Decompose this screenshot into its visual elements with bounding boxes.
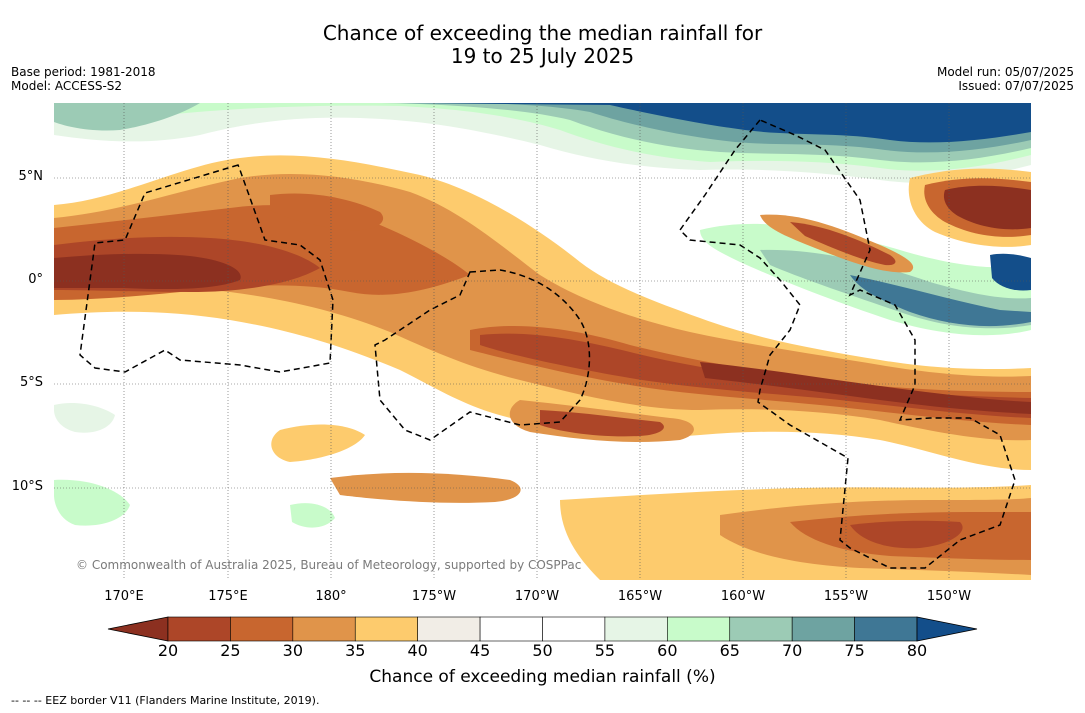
latitude-label: 5°N [18,169,44,184]
colorbar-tick-label: 20 [157,641,179,660]
colorbar-tick-label: 75 [844,641,865,660]
colorbar-segment [479,616,543,642]
eez-legend: -- -- -- EEZ border V11 (Flanders Marine… [11,694,320,707]
region-25-band-ne [790,222,896,266]
model-name-text: Model: ACCESS-S2 [11,79,123,93]
colorbar-tick-label: 80 [906,641,928,660]
colorbar-segment [354,616,418,642]
eez-border-center [374,269,591,441]
region-20-band-center [700,362,1031,414]
colorbar-segment [604,616,668,642]
latitude-label: 0° [28,272,43,287]
model-run-text: Model run: 05/07/2025 [936,65,1074,79]
colorbar-tick-label: 25 [220,641,241,660]
region-25-south-center [540,410,664,437]
colorbar-segment [729,616,793,642]
colorbar-tick-label: 70 [781,641,803,660]
region-25-southeast [850,520,963,549]
colorbar-segment [167,616,231,642]
map-title-line2: 19 to 25 July 2025 [450,44,635,68]
longitude-label: 175°W [411,589,457,604]
colorbar-segment [667,616,731,642]
colorbar [107,616,978,642]
copyright-notice: © Commonwealth of Australia 2025, Bureau… [76,558,582,572]
region-20-west [54,253,241,290]
colorbar-segment [542,616,606,642]
colorbar-extend-low [107,616,169,642]
latitude-label: 5°S [19,375,43,390]
eez-borders [79,119,1016,569]
region-80-east [990,253,1031,291]
colorbar-segment [417,616,481,642]
region-20-northeast [943,185,1031,230]
region-65-south [290,503,335,528]
map-fields [54,103,1031,580]
base-period-text: Base period: 1981-2018 [11,65,156,79]
map-title-line1: Chance of exceeding the median rainfall … [322,21,763,45]
colorbar-segment [292,616,356,642]
colorbar-segment [854,616,918,642]
longitude-label: 175°E [208,589,248,604]
graticule [54,103,1031,580]
issued-text: Issued: 07/07/2025 [958,79,1074,93]
region-35-south [330,472,521,503]
colorbar-extend-high [916,616,978,642]
colorbar-title: Chance of exceeding median rainfall (%) [369,667,716,687]
region-40-southwest [271,424,365,462]
region-75-northeast [850,275,1031,327]
colorbar-tick-label: 60 [657,641,678,660]
colorbar-tick-label: 40 [407,641,428,660]
eez-border-west [79,164,334,373]
eez-border-east [679,119,1016,569]
colorbar-tick-label: 55 [594,641,616,660]
colorbar-segment [791,616,855,642]
colorbar-segment [230,616,294,642]
longitude-label: 180° [315,589,347,604]
colorbar-tick-label: 45 [469,641,491,660]
longitude-label: 165°W [617,589,663,604]
region-30-north-blob [270,193,384,231]
longitude-label: 170°E [104,589,144,604]
colorbar-tick-label: 35 [345,641,366,660]
longitude-label: 155°W [823,589,869,604]
colorbar-tick-label: 50 [532,641,553,660]
model-info: Base period: 1981-2018 Model: ACCESS-S2 [11,65,156,93]
longitude-label: 160°W [720,589,766,604]
longitude-label: 170°W [514,589,560,604]
region-65-southwest [54,479,130,526]
region-60-west [54,403,115,433]
run-info: Model run: 05/07/2025 Issued: 07/07/2025 [937,65,1074,93]
longitude-label: 150°W [926,589,972,604]
region-70-northwest [54,103,200,131]
colorbar-tick-label: 30 [282,641,303,660]
colorbar-tick-label: 65 [719,641,740,660]
region-80-north [400,103,1031,143]
latitude-label: 10°S [11,479,43,494]
